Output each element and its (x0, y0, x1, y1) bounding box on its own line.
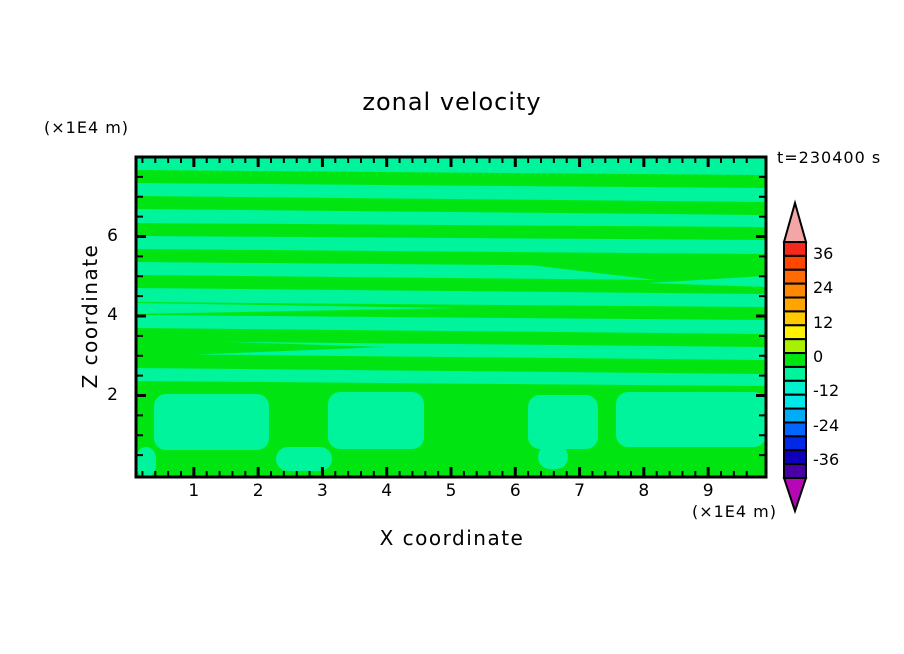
y-tick-label: 6 (107, 225, 118, 246)
x-tick-label: 5 (445, 481, 457, 501)
x-axis-title: X coordinate (379, 526, 525, 550)
colorbar-tick-label: -24 (813, 415, 840, 435)
x-tick-label: 6 (509, 481, 521, 501)
chart-title: zonal velocity (362, 88, 542, 116)
x-tick-label: 4 (381, 481, 393, 501)
colorbar-tick-label: -12 (813, 381, 840, 401)
x-tick-label: 3 (317, 481, 328, 501)
colorbar-tick-label: 12 (813, 312, 834, 332)
x-tick-label: 1 (188, 481, 200, 501)
colorbar-tick-label: 0 (813, 347, 824, 366)
x-axis-unit-label: (×1E4 m) (691, 502, 777, 521)
y-tick-label: 4 (107, 305, 118, 325)
x-tick-label: 2 (252, 481, 264, 501)
x-tick-label: 7 (574, 481, 585, 501)
x-tick-label: 9 (702, 481, 714, 501)
y-axis-unit-label: (×1E4 m) (44, 118, 130, 137)
y-tick-label: 2 (107, 384, 118, 405)
axis-ticks (137, 158, 765, 476)
colorbar-tick-label: 36 (813, 244, 834, 264)
time-annotation: t=230400 s (777, 148, 882, 167)
plot-border (134, 155, 768, 479)
colorbar-tick-label: 24 (813, 278, 834, 298)
contour-field (136, 157, 766, 477)
x-tick-label: 8 (638, 481, 650, 501)
colorbar (782, 199, 808, 515)
colorbar-tick-label: -36 (813, 449, 840, 469)
